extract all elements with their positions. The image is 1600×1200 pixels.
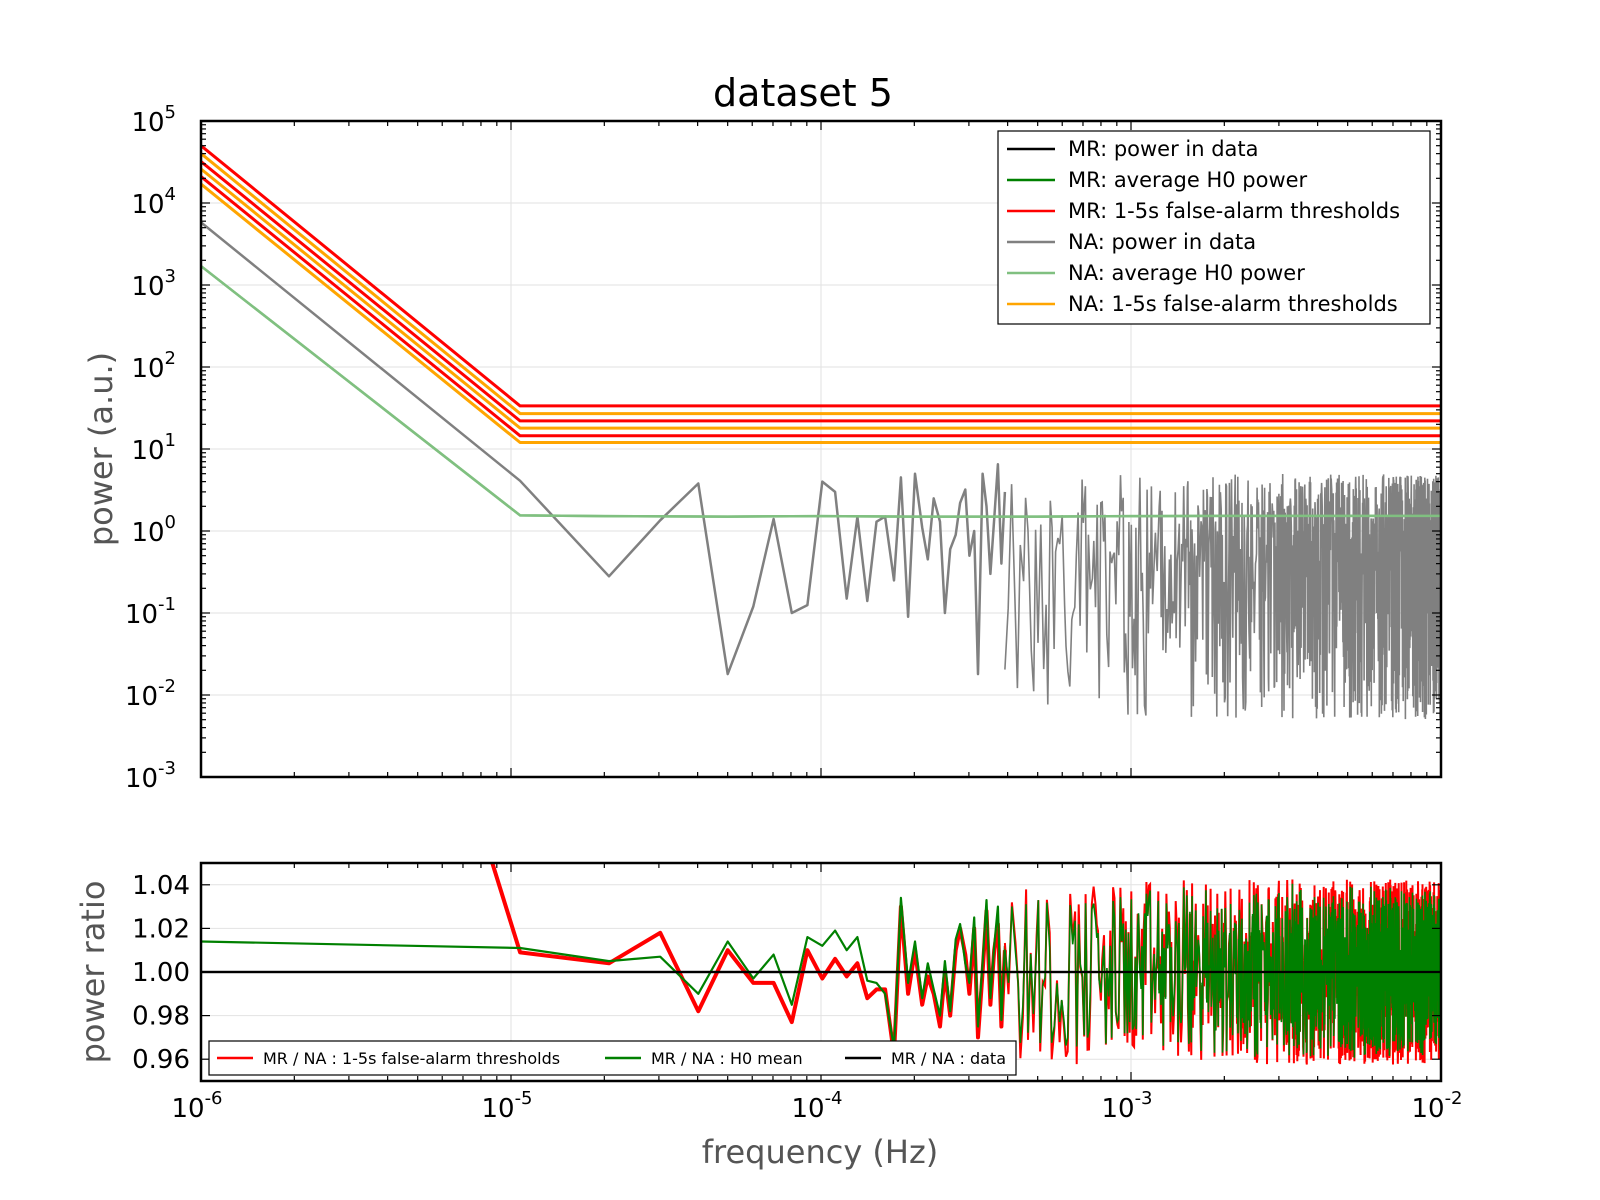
x-tick-label: 10-5 <box>481 1088 532 1124</box>
series-line <box>201 152 1441 416</box>
legend-label: NA: 1-5s false-alarm thresholds <box>1068 292 1398 316</box>
y-tick-label: 10-1 <box>125 594 176 630</box>
top-legend: MR: power in data MR: average H0 power MR:… <box>997 130 1431 325</box>
noise-trace <box>1004 473 1441 720</box>
legend-label: MR / NA : H0 mean <box>651 1049 803 1068</box>
y-tick-label: 105 <box>131 102 176 138</box>
x-tick-label: 10-2 <box>1411 1088 1462 1124</box>
y-tick-label: 1.04 <box>132 871 190 901</box>
y-tick-label: 103 <box>131 266 176 302</box>
bottom-y-axis-label: power ratio <box>74 881 112 1064</box>
series-line <box>201 175 1441 438</box>
y-tick-label: 102 <box>131 348 176 384</box>
x-tick-label: 10-3 <box>1101 1088 1152 1124</box>
y-tick-label: 101 <box>131 430 176 466</box>
legend-label: MR / NA : data <box>891 1049 1006 1068</box>
series-line <box>201 160 1441 423</box>
series-line <box>201 144 1441 408</box>
h0-overlay-line <box>201 265 1441 518</box>
legend-label: MR: power in data <box>1068 137 1259 161</box>
bottom-noise-region <box>201 879 1441 1065</box>
legend-label: MR / NA : 1-5s false-alarm thresholds <box>263 1049 560 1068</box>
legend-label: MR: average H0 power <box>1068 168 1308 192</box>
series-line <box>201 167 1441 430</box>
top-axis-ticks: 105 104 103 102 101 100 10-1 10-2 10-3 <box>125 102 1441 794</box>
y-tick-label: 104 <box>131 184 176 220</box>
y-tick-label: 100 <box>131 512 176 548</box>
x-axis-label: frequency (Hz) <box>702 1133 939 1171</box>
y-tick-label: 0.98 <box>132 1002 190 1032</box>
y-tick-label: 10-3 <box>125 758 176 794</box>
y-tick-label: 1.02 <box>132 914 190 944</box>
y-tick-label: 0.96 <box>132 1045 190 1075</box>
x-tick-label: 10-6 <box>171 1088 222 1124</box>
y-tick-label: 10-2 <box>125 676 176 712</box>
y-tick-label: 1.00 <box>132 958 190 988</box>
legend-label: NA: power in data <box>1068 230 1256 254</box>
ratio-line <box>201 896 1006 1050</box>
ratio-noise-green <box>1004 883 1441 1058</box>
top-y-axis-label: power (a.u.) <box>82 352 120 546</box>
legend-label: NA: average H0 power <box>1068 261 1305 285</box>
series-line <box>201 182 1441 444</box>
noise-region <box>201 265 1441 720</box>
bottom-axis-ticks: 1.04 1.02 1.00 0.98 0.96 10-6 10-5 10-4 10-3 10-2 <box>132 863 1463 1124</box>
legend-label: MR: 1-5s false-alarm thresholds <box>1068 199 1400 223</box>
bottom-legend: MR / NA : 1-5s false-alarm thresholds MR … <box>208 1040 1017 1076</box>
x-tick-label: 10-4 <box>791 1088 842 1124</box>
series-line <box>201 221 1007 676</box>
chart-title: dataset 5 <box>713 71 893 115</box>
